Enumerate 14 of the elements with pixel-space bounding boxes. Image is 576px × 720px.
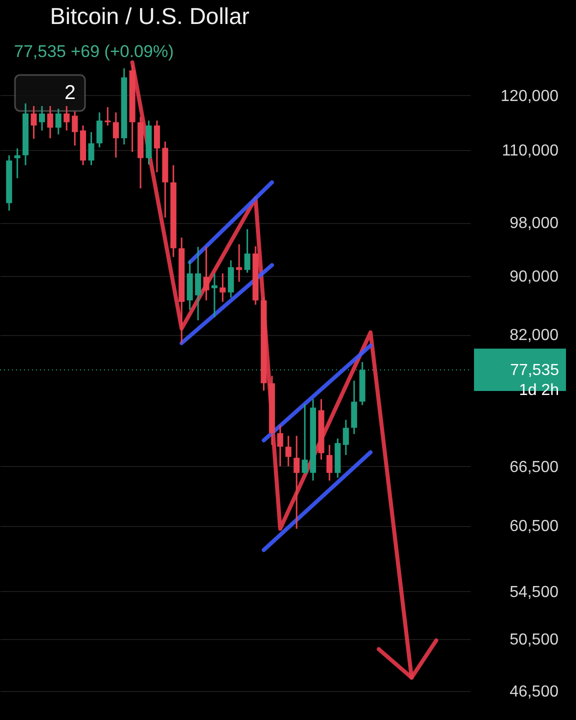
y-tick-label: 90,000 xyxy=(510,268,559,286)
annotation: 2 xyxy=(64,82,76,104)
y-tick-label: 54,500 xyxy=(510,584,559,601)
y-tick-label: 46,500 xyxy=(510,683,559,700)
ref-line-label: 77,535 1d 2h xyxy=(510,362,560,399)
text: 77,535 +69 (+0.09%) xyxy=(14,42,174,61)
y-tick-label: 60,500 xyxy=(510,518,559,536)
y-tick-label: 82,000 xyxy=(510,327,559,344)
y-tick-label: 50,500 xyxy=(510,632,559,649)
chart-title: Bitcoin / U.S. Dollar xyxy=(50,3,250,29)
y-tick-label: 98,000 xyxy=(510,215,559,232)
y-tick-label: 66,500 xyxy=(510,458,559,476)
y-tick-label: 110,000 xyxy=(502,142,559,160)
y-tick-label: 120,000 xyxy=(500,88,559,105)
